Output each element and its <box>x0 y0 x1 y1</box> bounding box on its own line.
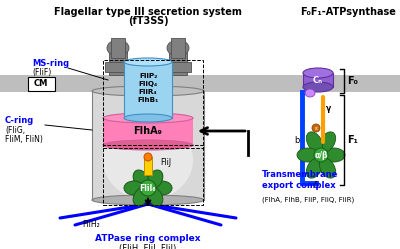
Ellipse shape <box>124 58 172 66</box>
Ellipse shape <box>305 89 315 97</box>
Ellipse shape <box>306 132 323 152</box>
Ellipse shape <box>152 181 172 195</box>
Text: FliH₂: FliH₂ <box>82 220 100 229</box>
Ellipse shape <box>147 187 163 206</box>
Text: Cₙ: Cₙ <box>313 75 323 84</box>
Bar <box>111 38 125 58</box>
Bar <box>124 62 172 118</box>
Ellipse shape <box>133 187 149 206</box>
Bar <box>109 50 127 75</box>
Text: C-ring: C-ring <box>5 116 34 124</box>
Text: δ: δ <box>314 181 318 189</box>
Ellipse shape <box>147 170 163 189</box>
Text: FliJ: FliJ <box>160 158 171 167</box>
Ellipse shape <box>140 180 156 196</box>
Text: (fT3SS): (fT3SS) <box>128 16 168 26</box>
Bar <box>103 145 203 205</box>
Text: Transmembrane
export complex: Transmembrane export complex <box>262 170 338 190</box>
Ellipse shape <box>92 195 204 205</box>
Text: FliM, FliN): FliM, FliN) <box>5 134 43 143</box>
Ellipse shape <box>107 40 129 56</box>
Text: ε: ε <box>314 125 318 130</box>
Ellipse shape <box>103 120 193 200</box>
Bar <box>303 73 333 87</box>
Text: (FlhA, FlhB, FliP, FliQ, FliR): (FlhA, FlhB, FliP, FliQ, FliR) <box>262 197 354 203</box>
Ellipse shape <box>312 124 320 132</box>
Ellipse shape <box>319 132 336 152</box>
Bar <box>169 50 187 75</box>
Text: CM: CM <box>34 78 48 87</box>
Bar <box>0 75 270 92</box>
Bar <box>171 38 185 58</box>
Ellipse shape <box>144 153 152 161</box>
Ellipse shape <box>133 170 149 189</box>
Bar <box>92 91 204 200</box>
Text: (FliH, FliI, FliJ): (FliH, FliI, FliJ) <box>119 244 177 249</box>
Ellipse shape <box>314 148 328 162</box>
Bar <box>105 62 131 72</box>
Ellipse shape <box>323 148 345 162</box>
Text: γ: γ <box>326 104 331 113</box>
Text: ATPase ring complex: ATPase ring complex <box>95 234 201 243</box>
Ellipse shape <box>103 140 193 150</box>
Text: FliI₆: FliI₆ <box>140 184 156 192</box>
Text: b: b <box>294 135 300 144</box>
Ellipse shape <box>124 114 172 122</box>
Text: F₀F₁-ATPsynthase: F₀F₁-ATPsynthase <box>300 7 396 17</box>
Ellipse shape <box>92 86 204 96</box>
Ellipse shape <box>167 40 189 56</box>
Bar <box>144 157 152 175</box>
Text: F₁: F₁ <box>347 135 358 145</box>
Ellipse shape <box>297 148 319 162</box>
Text: Flagellar type III secretion system: Flagellar type III secretion system <box>54 7 242 17</box>
Text: α/β: α/β <box>314 150 328 160</box>
Ellipse shape <box>103 113 193 123</box>
Bar <box>103 60 203 148</box>
Text: MS-ring: MS-ring <box>32 59 69 67</box>
Bar <box>270 75 400 92</box>
FancyBboxPatch shape <box>28 76 54 90</box>
Ellipse shape <box>124 181 144 195</box>
Ellipse shape <box>303 68 333 78</box>
Ellipse shape <box>303 82 333 92</box>
Text: FliP₂
FliQ₄
FliR₄
FlhB₁: FliP₂ FliQ₄ FliR₄ FlhB₁ <box>137 73 159 103</box>
Text: (FliF): (FliF) <box>32 67 51 76</box>
Bar <box>103 118 193 145</box>
Bar <box>165 62 191 72</box>
Text: F₀: F₀ <box>347 76 358 86</box>
Text: FlhA₉: FlhA₉ <box>134 126 162 136</box>
Text: (FliG,: (FliG, <box>5 125 25 134</box>
Ellipse shape <box>319 158 336 178</box>
Ellipse shape <box>306 158 323 178</box>
